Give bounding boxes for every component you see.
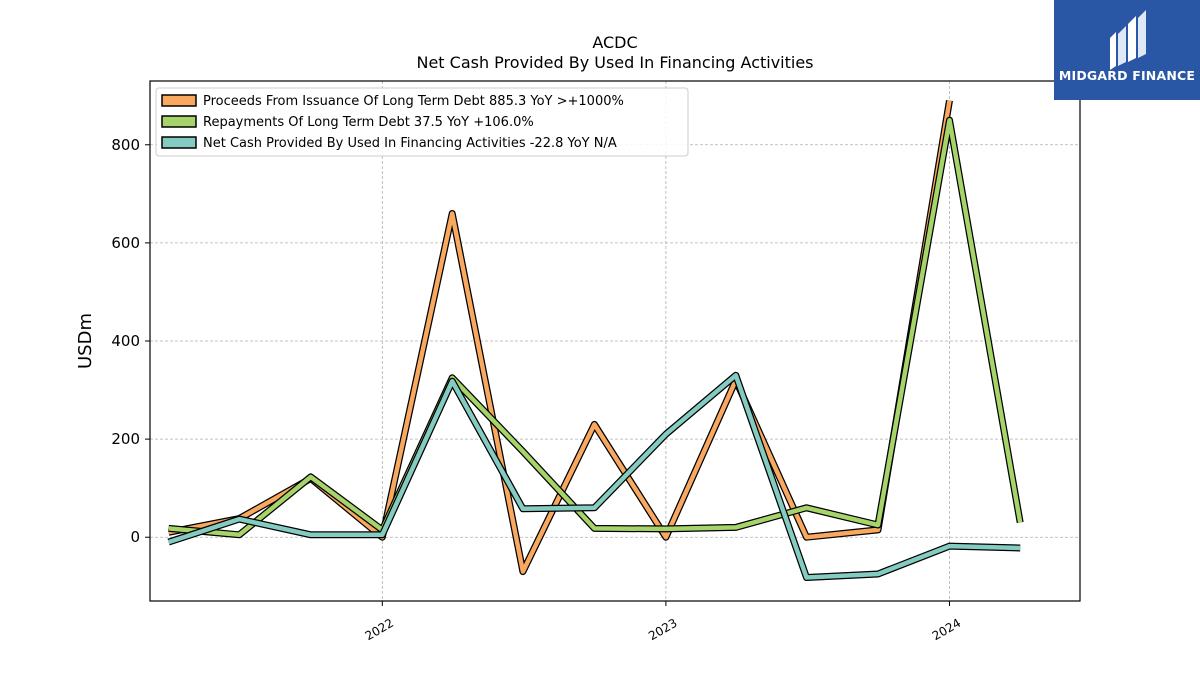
y-tick-label: 600 [111,234,140,252]
y-tick-label: 200 [111,430,140,448]
midgard-finance-logo: MIDGARD FINANCE [1054,0,1200,100]
legend: Proceeds From Issuance Of Long Term Debt… [155,87,689,157]
series-line-2 [167,373,1021,580]
x-tick-label: 2022 [363,616,396,643]
y-axis-label: USDm [75,313,96,369]
series-line-1 [168,117,1023,538]
legend-label: Repayments Of Long Term Debt 37.5 YoY +1… [203,115,534,130]
x-tick-label: 2023 [646,616,679,643]
x-tick-label: 2024 [930,616,963,643]
legend-swatch [161,115,197,128]
y-tick-label: 400 [111,332,140,350]
y-axis: 0 200 400 600 800 [111,136,150,546]
y-tick-label: 800 [111,136,140,154]
series-outline-2 [167,371,1021,581]
x-axis: 2022 2023 2024 [363,601,963,643]
series-lines [167,100,1024,581]
y-tick-label: 0 [130,528,140,546]
series-outline-1 [168,116,1024,539]
legend-label: Proceeds From Issuance Of Long Term Debt… [203,94,624,109]
chart-subtitle: Net Cash Provided By Used In Financing A… [416,53,813,72]
legend-swatch [161,94,197,107]
chart-title: ACDC [592,33,637,52]
legend-label: Net Cash Provided By Used In Financing A… [203,136,617,151]
legend-box [155,87,689,157]
legend-swatch [161,136,197,149]
logo-text: MIDGARD FINANCE [1058,68,1196,83]
logo-mark-icon [1110,10,1146,70]
